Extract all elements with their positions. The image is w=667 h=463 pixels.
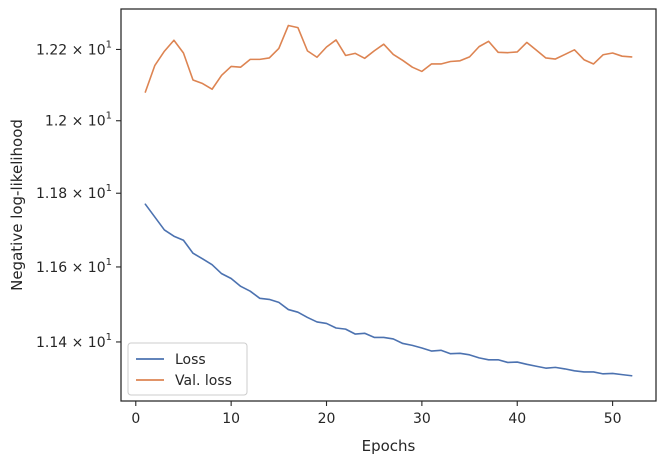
y-tick-label: 1.22 × 101: [36, 39, 112, 58]
legend-box: [127, 342, 248, 396]
series-line-val-loss: [144, 24, 633, 93]
axes-frame: [120, 8, 657, 402]
y-axis-label: Negative log-likelihood: [8, 119, 26, 291]
legend-label: Loss: [175, 352, 206, 368]
x-tick-label: 30: [413, 411, 431, 427]
y-tick-label: 1.16 × 101: [36, 257, 112, 276]
series-line-loss: [144, 203, 633, 377]
x-tick-label: 0: [131, 411, 140, 427]
y-axis: 1.14 × 101 1.16 × 101 1.18 × 101 1.2 × 101 1…: [36, 39, 121, 351]
x-tick-label: 20: [318, 411, 336, 427]
y-tick-label: 1.2 × 101: [45, 111, 112, 130]
legend-label: Val. loss: [175, 373, 232, 389]
y-tick-label: 1.14 × 101: [36, 332, 112, 351]
x-tick-label: 40: [508, 411, 526, 427]
x-tick-label: 50: [604, 411, 622, 427]
x-axis: 0 10 20 30 40 50: [131, 401, 622, 427]
plot-area: [144, 24, 633, 377]
x-tick-label: 10: [222, 411, 240, 427]
legend: Loss Val. loss: [127, 342, 248, 396]
y-tick-label: 1.18 × 101: [36, 183, 112, 202]
x-axis-label: Epochs: [362, 437, 416, 455]
